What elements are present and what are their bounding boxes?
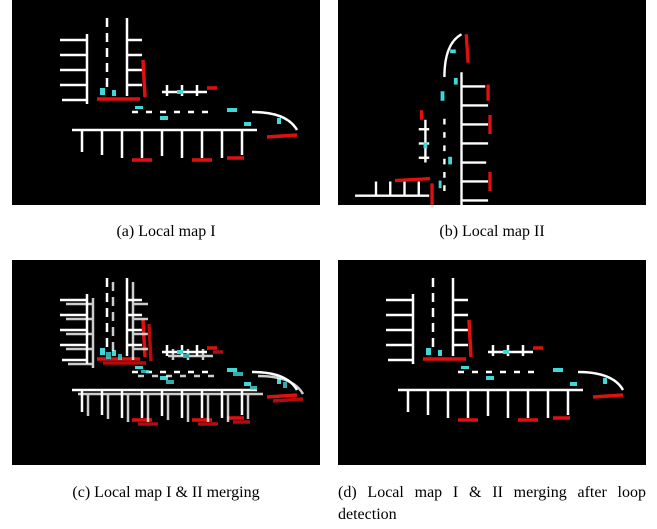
caption: (b) Local map II xyxy=(338,221,646,243)
map-panel xyxy=(12,0,320,205)
figure-page: (a) Local map I (b) Local map II (c) Loc… xyxy=(0,0,657,529)
map-panel xyxy=(12,260,320,465)
map-panel xyxy=(338,0,646,205)
caption: (c) Local map I & II merging xyxy=(12,482,320,504)
caption: (a) Local map I xyxy=(12,221,320,243)
map-panel xyxy=(338,260,646,465)
caption: (d) Local map I & II merging after loop … xyxy=(338,482,646,526)
